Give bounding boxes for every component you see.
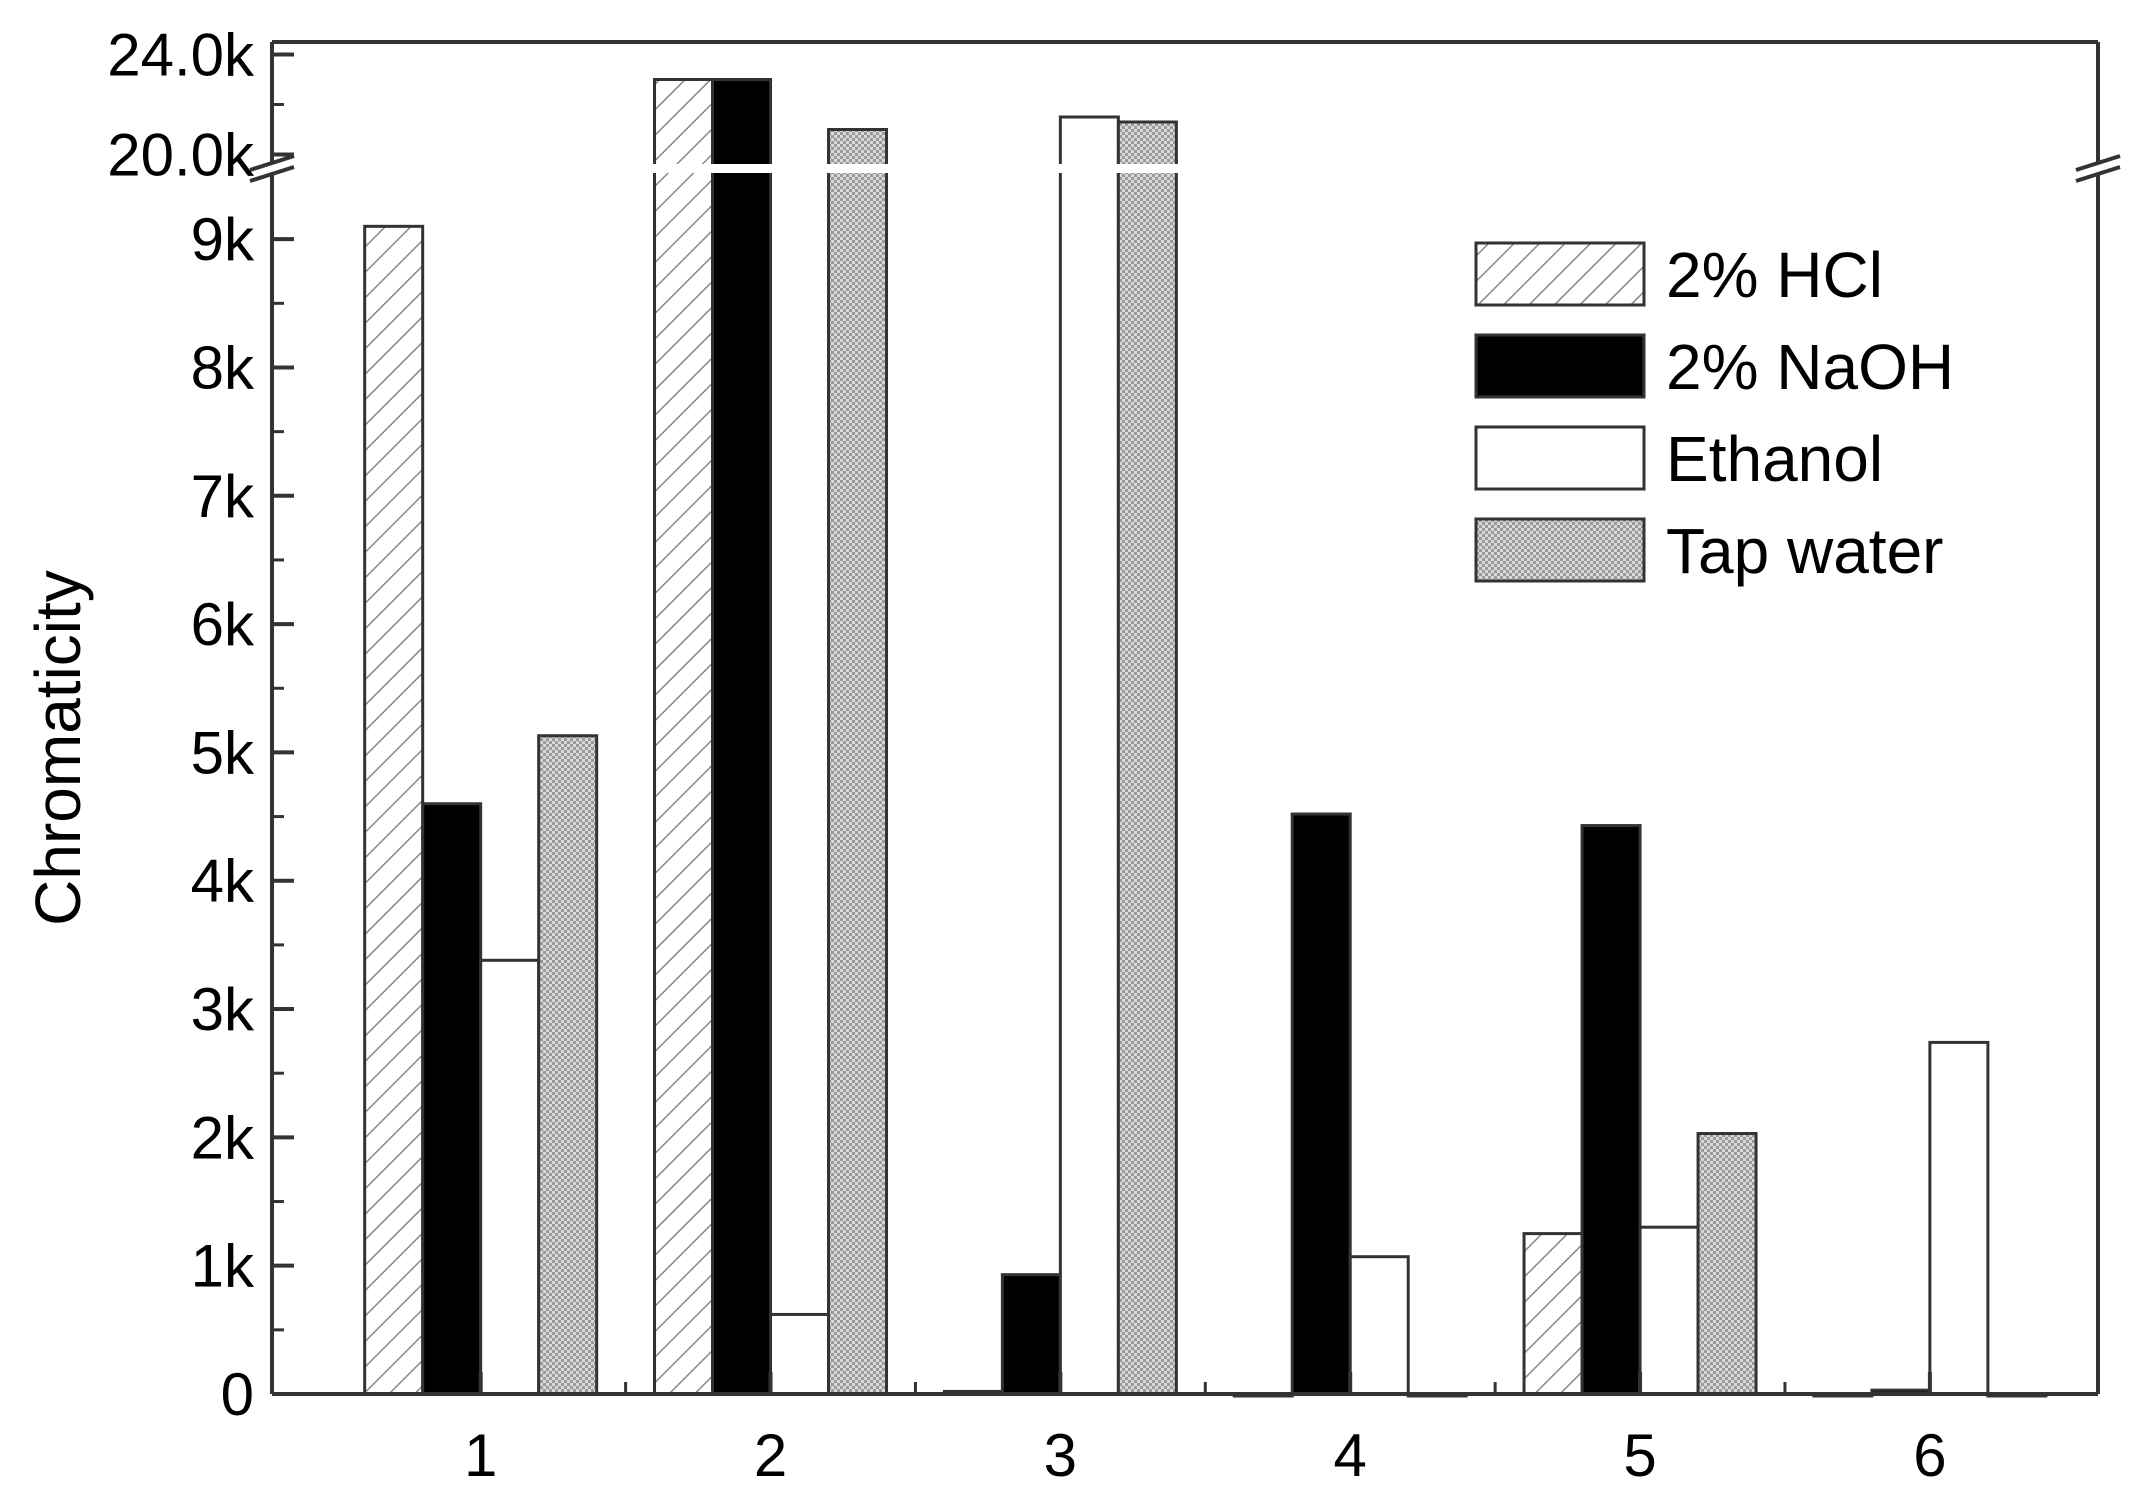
y-axis-title: Chromaticity xyxy=(22,570,94,926)
axis-break-gap xyxy=(275,164,2095,173)
axes-frame xyxy=(249,40,2121,1396)
bar-ethanol-cat-4 xyxy=(1348,1255,1410,1396)
legend: 2% HCl 2% NaOH Ethanol Tap water xyxy=(1474,239,1954,587)
x-tick-label-1: 1 xyxy=(464,1422,497,1489)
y-tick-label-4k: 4k xyxy=(191,848,255,915)
x-tick-label-2: 2 xyxy=(754,1422,787,1489)
bar-tap-water-cat-3 xyxy=(1116,120,1178,1396)
legend-label-ethanol: Ethanol xyxy=(1666,423,1883,495)
y-tick-label-1k: 1k xyxy=(191,1233,255,1300)
bar-tap-water-cat-1 xyxy=(537,734,599,1396)
y-tick-label-8k: 8k xyxy=(191,334,255,401)
y-tick-label-20.0k: 20.0k xyxy=(107,122,255,189)
bar-ethanol-cat-2 xyxy=(769,1312,831,1396)
legend-swatch-tap-water xyxy=(1474,517,1646,583)
y-tick-label-3k: 3k xyxy=(191,976,255,1043)
bar-tap-water-cat-5 xyxy=(1696,1132,1758,1396)
x-tick-label-4: 4 xyxy=(1334,1422,1367,1489)
bar-2-naoh-cat-2 xyxy=(711,78,773,1396)
bar-2-naoh-cat-3 xyxy=(1000,1273,1062,1396)
y-tick-label-0: 0 xyxy=(221,1361,254,1428)
x-tick-label-3: 3 xyxy=(1044,1422,1077,1489)
axis-break-mark-left-top xyxy=(249,154,295,172)
bar-2-naoh-cat-5 xyxy=(1580,824,1642,1396)
bar-tap-water-cat-2 xyxy=(827,128,889,1396)
bar-2-hcl-cat-5 xyxy=(1522,1232,1584,1396)
x-tick-label-5: 5 xyxy=(1623,1422,1656,1489)
bar-ethanol-cat-3 xyxy=(1058,115,1120,1396)
y-tick-label-7k: 7k xyxy=(191,463,255,530)
bar-2-naoh-cat-1 xyxy=(421,802,483,1396)
bars-layer xyxy=(363,78,2048,1398)
y-tick-label-24.0k: 24.0k xyxy=(107,22,255,89)
legend-swatch-2-hcl xyxy=(1474,241,1646,307)
axis-break-mark-right-bottom xyxy=(2075,165,2121,183)
axis-break-mark-right-top xyxy=(2075,154,2121,172)
y-tick-label-9k: 9k xyxy=(191,206,255,273)
bar-2-hcl-cat-2 xyxy=(653,78,715,1396)
axis-break-mark-left-bottom xyxy=(249,165,295,183)
y-tick-label-5k: 5k xyxy=(191,719,255,786)
legend-label-2-naoh: 2% NaOH xyxy=(1666,331,1954,403)
bar-ethanol-cat-5 xyxy=(1638,1225,1700,1396)
y-tick-label-2k: 2k xyxy=(191,1104,255,1171)
tick-layer: 0 1k 2k 3k 4k 5k 6k 7k 8k 9k 20.0k 24.0k 1 2 3 4 5 6 xyxy=(107,22,1946,1490)
legend-label-2-hcl: 2% HCl xyxy=(1666,239,1883,311)
bar-ethanol-cat-1 xyxy=(479,958,541,1396)
y-tick-label-6k: 6k xyxy=(191,591,255,658)
legend-swatch-ethanol xyxy=(1474,425,1646,491)
legend-label-tap-water: Tap water xyxy=(1666,515,1943,587)
bar-2-hcl-cat-1 xyxy=(363,224,425,1396)
bar-2-naoh-cat-4 xyxy=(1290,812,1352,1396)
legend-swatch-2-naoh xyxy=(1474,333,1646,399)
bar-ethanol-cat-6 xyxy=(1928,1040,1990,1396)
x-tick-label-6: 6 xyxy=(1913,1422,1946,1489)
